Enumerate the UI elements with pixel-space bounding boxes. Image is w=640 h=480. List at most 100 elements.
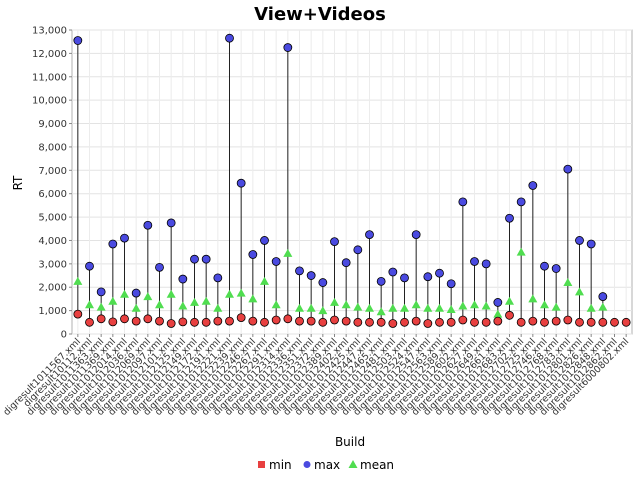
legend-mean-swatch (348, 460, 358, 468)
min-point (435, 317, 444, 327)
x-axis-ticks: digresult1011567.xmldigresult10112.xmldi… (1, 334, 631, 418)
mean-point (540, 300, 549, 309)
min-point (551, 316, 561, 326)
mean-point (446, 304, 456, 313)
min-point (190, 317, 199, 327)
min-point (610, 317, 619, 327)
max-point (563, 164, 573, 174)
max-point (190, 254, 199, 264)
max-point (598, 292, 608, 301)
max-point (435, 268, 444, 278)
mean-point (388, 303, 398, 312)
mean-point (283, 248, 293, 257)
mean-point (481, 301, 491, 310)
max-point (528, 181, 538, 190)
min-point (178, 317, 188, 327)
mean-point (166, 289, 176, 298)
y-tick-label: 0 (61, 330, 67, 341)
mean-point (306, 303, 316, 312)
min-point (306, 316, 316, 326)
mean-point (236, 288, 246, 297)
min-point (341, 316, 351, 326)
min-point (260, 317, 269, 327)
y-tick-label: 5,000 (38, 213, 67, 224)
min-point (598, 317, 608, 327)
min-point (505, 310, 514, 320)
mean-point (108, 296, 118, 305)
max-point (271, 257, 281, 266)
mean-point (563, 278, 573, 287)
min-point (248, 316, 258, 326)
y-tick-label: 6,000 (38, 189, 67, 200)
max-point (575, 236, 584, 245)
y-tick-label: 9,000 (38, 119, 67, 130)
y-axis-ticks: 0 1,000 2,000 3,000 4,000 5,000 6,000 7,000 8,00… (32, 26, 72, 341)
mean-point (586, 303, 596, 312)
min-point (166, 319, 176, 328)
y-tick-label: 4,000 (38, 236, 67, 247)
min-point (85, 317, 94, 327)
max-point (96, 287, 106, 297)
mean-point (260, 276, 269, 285)
mean-point (575, 287, 584, 296)
mean-point (295, 303, 304, 312)
min-point (400, 317, 409, 327)
legend: min max mean (258, 458, 394, 472)
min-point (575, 317, 584, 327)
y-tick-label: 3,000 (38, 259, 67, 270)
mean-point (423, 303, 433, 312)
mean-point (178, 301, 188, 310)
min-point (365, 317, 374, 327)
chart-title: View+Videos (254, 4, 386, 25)
max-point (470, 257, 479, 266)
min-point (528, 316, 538, 326)
max-point (493, 298, 503, 307)
min-point (470, 317, 479, 327)
mean-point (516, 247, 526, 256)
max-point (365, 230, 374, 240)
max-point (318, 278, 328, 287)
max-point (411, 230, 421, 240)
mean-point (411, 300, 421, 309)
mean-point (470, 300, 479, 309)
min-point (143, 314, 153, 324)
y-axis-label: RT (11, 175, 25, 190)
min-point (108, 317, 118, 327)
mean-point (353, 302, 363, 311)
max-point (155, 262, 164, 272)
max-point (236, 178, 246, 188)
mean-point (155, 300, 164, 309)
max-point (400, 273, 409, 283)
data-points (73, 33, 631, 328)
min-point (120, 314, 129, 324)
min-point (586, 317, 596, 327)
max-point (120, 233, 129, 243)
mean-point (271, 300, 281, 309)
mean-point (528, 294, 538, 303)
mean-point (435, 303, 444, 312)
y-tick-label: 13,000 (32, 26, 67, 37)
max-point (73, 36, 83, 45)
y-tick-label: 2,000 (38, 283, 67, 294)
min-point (388, 319, 398, 328)
max-point (248, 250, 258, 259)
mean-point (190, 297, 199, 306)
legend-max-swatch (303, 461, 311, 468)
max-point (353, 245, 363, 255)
mean-point (400, 303, 409, 312)
min-point (236, 313, 246, 323)
legend-min-swatch (258, 461, 265, 468)
min-point (155, 316, 164, 326)
max-point (213, 273, 223, 283)
y-tick-label: 7,000 (38, 166, 67, 177)
mean-point (85, 300, 94, 309)
min-point (201, 317, 211, 327)
mean-point (143, 292, 153, 301)
mean-point (365, 303, 374, 312)
mean-point (225, 289, 234, 298)
mean-point (598, 302, 608, 311)
max-point (166, 218, 176, 228)
plot-area (71, 29, 633, 335)
min-point (271, 315, 281, 325)
